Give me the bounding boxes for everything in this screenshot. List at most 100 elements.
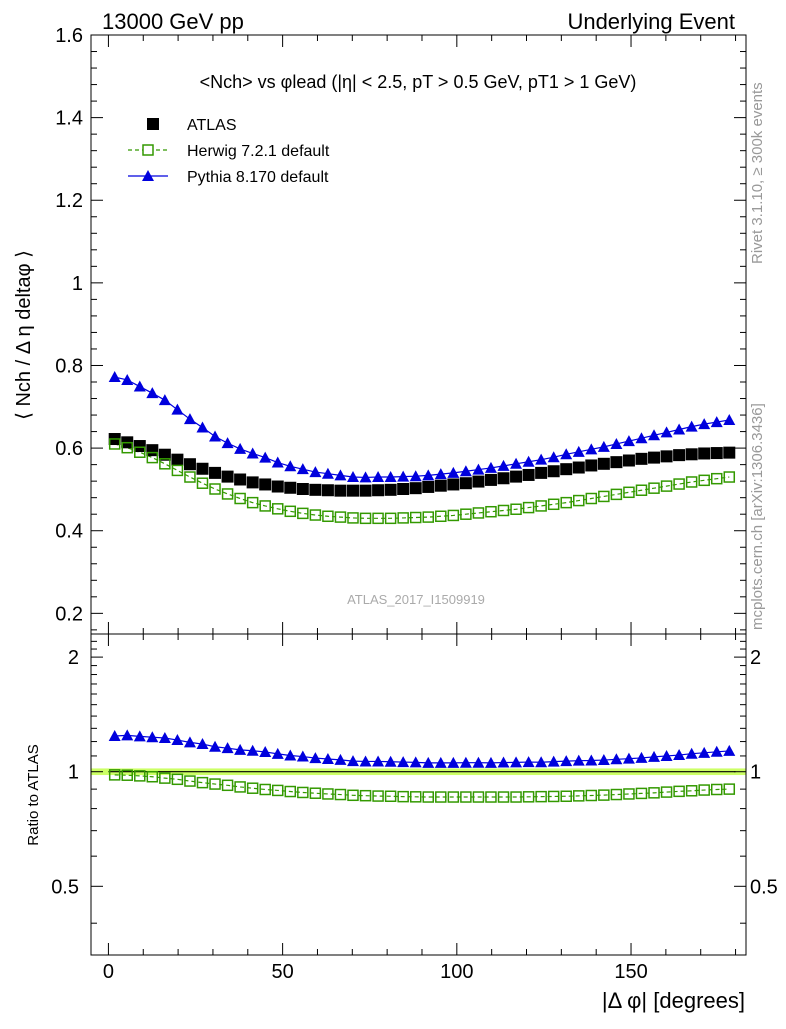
ratio-pythia-point <box>572 754 585 766</box>
herwig-point <box>710 472 723 485</box>
herwig-point <box>146 451 159 464</box>
ratio-y-axis-label: Ratio to ATLAS <box>25 744 42 845</box>
ratio-herwig-point <box>648 787 660 799</box>
ratio-herwig-point <box>460 791 472 803</box>
pythia-point <box>284 460 297 472</box>
herwig-point <box>297 507 309 520</box>
ratio-pythia-point <box>246 744 259 756</box>
atlas-point <box>183 458 196 471</box>
herwig-point <box>359 512 372 525</box>
ratio-pythia-point <box>409 756 422 768</box>
side-label-top: Rivet 3.1.10, ≥ 300k events <box>749 82 766 264</box>
atlas-point <box>610 456 623 469</box>
y-tick-label: 1.4 <box>55 108 83 130</box>
atlas-point <box>648 451 661 464</box>
herwig-point <box>635 484 648 496</box>
ratio-herwig-point <box>522 791 535 803</box>
ratio-pythia-point <box>560 755 573 767</box>
ratio-pythia-point <box>121 729 134 741</box>
ratio-herwig-point <box>309 787 322 799</box>
ratio-frame <box>90 633 747 956</box>
herwig-line <box>114 443 730 519</box>
herwig-point <box>673 478 685 490</box>
pythia-point <box>171 403 184 415</box>
herwig-point <box>134 446 146 458</box>
atlas-point <box>447 478 460 491</box>
herwig-point <box>472 507 485 519</box>
herwig-point <box>259 500 271 512</box>
atlas-point <box>547 465 560 478</box>
ratio-herwig-point <box>660 786 673 798</box>
pythia-point <box>710 416 723 428</box>
ratio-herwig-point <box>535 790 547 803</box>
herwig-point <box>271 503 284 515</box>
legend-marker-pythia <box>142 170 154 181</box>
ratio-pythia-point <box>158 732 171 744</box>
herwig-point <box>660 480 673 492</box>
pythia-point <box>547 451 560 463</box>
herwig-point <box>698 474 710 487</box>
pythia-point <box>359 471 372 483</box>
watermark-label: ATLAS_2017_I1509919 <box>347 592 485 607</box>
ratio-pythia-point <box>284 749 297 761</box>
ratio-herwig-point <box>271 784 284 797</box>
ratio-herwig-point <box>472 791 485 803</box>
ratio-herwig-point <box>372 790 384 802</box>
y-tick-label: 0.6 <box>55 438 83 460</box>
ratio-pythia-point <box>397 756 410 768</box>
pythia-point <box>484 461 497 473</box>
atlas-point <box>597 457 610 470</box>
ratio-pythia-point <box>622 752 635 764</box>
ratio-herwig-point <box>673 785 685 798</box>
atlas-point <box>334 484 347 497</box>
atlas-point <box>459 477 472 490</box>
y-tick-label: 0.4 <box>55 521 83 543</box>
ratio-herwig-point <box>246 782 259 794</box>
pythia-point <box>259 451 272 463</box>
ratio-pythia-point <box>710 745 723 757</box>
ratio-y-tick-label: 0.5 <box>51 876 79 898</box>
pythia-point <box>372 471 385 483</box>
atlas-point <box>296 483 309 496</box>
ratio-herwig-point <box>723 783 736 795</box>
herwig-point <box>510 503 522 515</box>
ratio-herwig-point <box>121 769 133 781</box>
herwig-point <box>547 498 560 511</box>
ratio-pythia-point <box>673 749 686 761</box>
pythia-point <box>698 418 711 430</box>
ratio-pythia-point <box>610 753 623 765</box>
ratio-pythia-point <box>447 756 460 768</box>
herwig-point <box>309 509 322 521</box>
ratio-herwig-point <box>435 791 447 803</box>
y-tick-label: 1.6 <box>55 25 83 47</box>
pythia-point <box>146 387 159 399</box>
ratio-herwig-point <box>560 790 572 803</box>
pythia-point <box>459 465 472 477</box>
pythia-point <box>572 445 585 457</box>
legend-marker-herwig <box>142 144 154 156</box>
herwig-point <box>460 508 472 520</box>
ratio-pythia-point <box>522 756 535 768</box>
ratio-herwig-point <box>384 790 397 803</box>
ratio-pythia-point <box>497 756 510 768</box>
pythia-point <box>347 471 359 483</box>
pythia-point <box>723 414 736 426</box>
herwig-point <box>184 471 196 483</box>
ratio-panel: 0.5 0.5 1 1 2 2 0 50 100 150 |Δ φ| [degrees] Ratio … <box>25 633 778 1013</box>
herwig-point <box>598 490 610 503</box>
atlas-point <box>409 482 422 495</box>
ratio-pythia-point <box>384 755 397 767</box>
ratio-herwig-point <box>209 778 221 790</box>
ratio-y-tick-label: 2 <box>68 647 79 669</box>
ratio-herwig-point <box>623 788 635 800</box>
ratio-pythia-point <box>372 755 385 767</box>
herwig-point <box>246 496 259 509</box>
pythia-point <box>535 453 548 465</box>
pythia-point <box>246 447 259 459</box>
atlas-point <box>171 453 184 466</box>
ratio-herwig-point <box>347 789 359 802</box>
herwig-point <box>108 438 121 450</box>
x-axis-label: |Δ φ| [degrees] <box>602 988 745 1013</box>
